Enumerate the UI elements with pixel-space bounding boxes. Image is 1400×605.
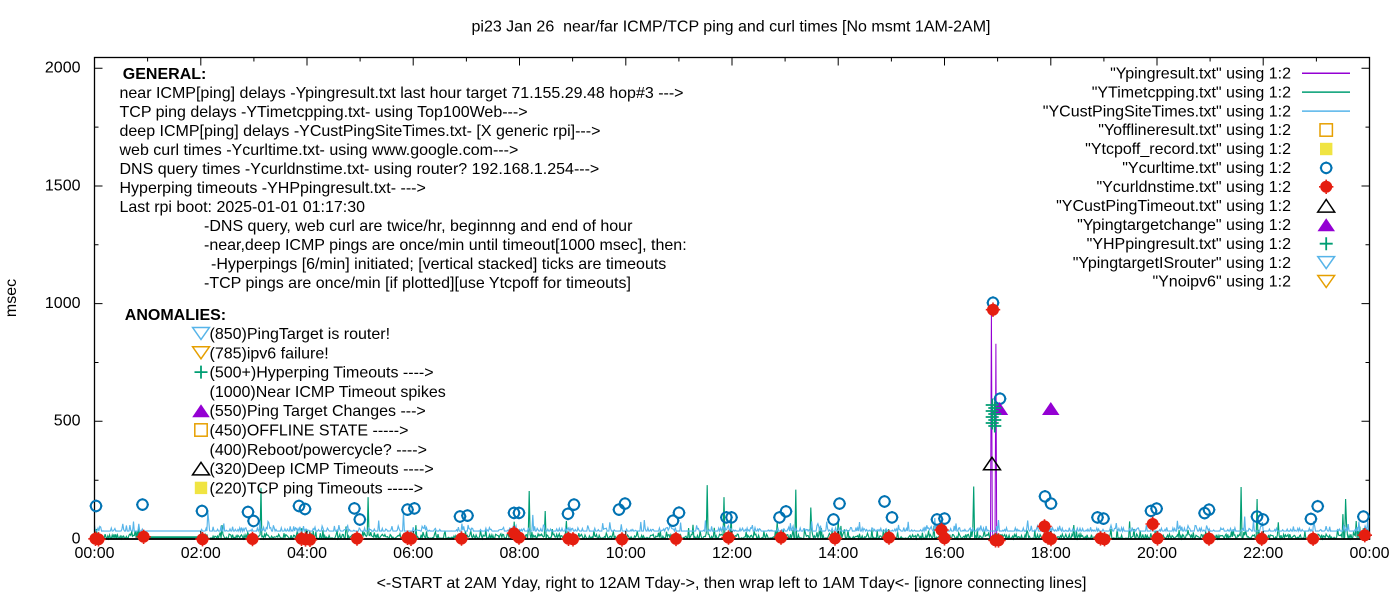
svg-text:-TCP pings are once/min [if pl: -TCP pings are once/min [if plotted][use… [204,275,631,292]
svg-text:"YTimetcpping.txt" using 1:2: "YTimetcpping.txt" using 1:2 [1092,84,1291,101]
svg-text:16:00: 16:00 [924,545,964,562]
svg-text:20:00: 20:00 [1137,545,1177,562]
svg-text:"Yofflineresult.txt" using 1:2: "Yofflineresult.txt" using 1:2 [1098,122,1291,139]
svg-text:00:00: 00:00 [74,545,114,562]
svg-text:-DNS query, web curl are twice: -DNS query, web curl are twice/hr, begin… [204,218,633,235]
svg-text:18:00: 18:00 [1031,545,1071,562]
svg-text:"YCustPingTimeout.txt" using 1: "YCustPingTimeout.txt" using 1:2 [1056,198,1291,215]
svg-text:04:00: 04:00 [287,545,327,562]
svg-text:(850)PingTarget is router!: (850)PingTarget is router! [210,326,391,343]
svg-text:08:00: 08:00 [499,545,539,562]
svg-text:02:00: 02:00 [181,545,221,562]
svg-text:ANOMALIES:: ANOMALIES: [125,307,226,324]
svg-text:500: 500 [54,413,81,430]
svg-text:22:00: 22:00 [1243,545,1283,562]
svg-text:1000: 1000 [45,295,81,312]
svg-text:14:00: 14:00 [818,545,858,562]
svg-text:"YCustPingSiteTimes.txt" using: "YCustPingSiteTimes.txt" using 1:2 [1043,103,1291,120]
svg-text:"YpingtargetISrouter" using 1:: "YpingtargetISrouter" using 1:2 [1073,255,1291,272]
svg-text:"Ycurltime.txt" using 1:2: "Ycurltime.txt" using 1:2 [1122,160,1291,177]
svg-text:GENERAL:: GENERAL: [123,66,207,83]
svg-text:(450)OFFLINE STATE ----->: (450)OFFLINE STATE -----> [210,423,409,440]
svg-text:"Ypingresult.txt" using 1:2: "Ypingresult.txt" using 1:2 [1110,65,1291,82]
svg-text:Last rpi boot: 2025-01-01 01:1: Last rpi boot: 2025-01-01 01:17:30 [120,199,366,216]
svg-text:TCP ping delays -YTimetcpping.: TCP ping delays -YTimetcpping.txt- using… [120,104,528,121]
svg-text:"YHPpingresult.txt" using 1:2: "YHPpingresult.txt" using 1:2 [1087,236,1291,253]
svg-text:web curl times -Ycurltime.txt-: web curl times -Ycurltime.txt- using www… [119,142,519,159]
svg-text:Hyperping timeouts -YHPpingres: Hyperping timeouts -YHPpingresult.txt- -… [120,180,426,197]
svg-text:12:00: 12:00 [712,545,752,562]
svg-text:0: 0 [72,530,81,547]
svg-text:deep ICMP[ping] delays -YCustP: deep ICMP[ping] delays -YCustPingSiteTim… [120,123,601,140]
svg-text:pi23 Jan 26 near/far ICMP/TCP: pi23 Jan 26 near/far ICMP/TCP ping and c… [471,19,990,36]
svg-text:"Ynoipv6" using 1:2: "Ynoipv6" using 1:2 [1152,274,1291,291]
svg-text:10:00: 10:00 [606,545,646,562]
svg-text:(500+)Hyperping Timeouts ---->: (500+)Hyperping Timeouts ----> [210,365,434,382]
svg-text:DNS query times -Ycurldnstime.: DNS query times -Ycurldnstime.txt- using… [120,161,600,178]
svg-text:(550)Ping Target Changes --->: (550)Ping Target Changes ---> [210,403,426,420]
svg-text:(785)ipv6 failure!: (785)ipv6 failure! [210,345,329,362]
svg-text:(220)TCP ping Timeouts ----->: (220)TCP ping Timeouts -----> [210,480,424,497]
svg-text:00:00: 00:00 [1349,545,1389,562]
svg-text:near ICMP[ping] delays -Ypingr: near ICMP[ping] delays -Ypingresult.txt … [120,85,684,102]
svg-text:(1000)Near ICMP Timeout spikes: (1000)Near ICMP Timeout spikes [210,384,446,401]
svg-text:<-START at 2AM Yday, right to: <-START at 2AM Yday, right to 12AM Tday-… [377,575,1087,592]
svg-text:-Hyperpings [6/min] initiated;: -Hyperpings [6/min] initiated; [vertical… [211,256,666,273]
svg-text:"Ytcpoff_record.txt" using 1:2: "Ytcpoff_record.txt" using 1:2 [1085,141,1291,158]
svg-text:2000: 2000 [45,60,81,77]
svg-text:msec: msec [3,279,20,317]
svg-text:-near,deep ICMP pings are once: -near,deep ICMP pings are once/min until… [204,237,687,254]
svg-text:"Ycurldnstime.txt" using 1:2: "Ycurldnstime.txt" using 1:2 [1096,179,1291,196]
svg-text:1500: 1500 [45,177,81,194]
svg-text:(320)Deep ICMP Timeouts ---->: (320)Deep ICMP Timeouts ----> [210,461,434,478]
svg-text:06:00: 06:00 [393,545,433,562]
svg-text:(400)Reboot/powercycle? ---->: (400)Reboot/powercycle? ----> [210,442,427,459]
svg-text:"Ypingtargetchange" using 1:2: "Ypingtargetchange" using 1:2 [1077,217,1291,234]
